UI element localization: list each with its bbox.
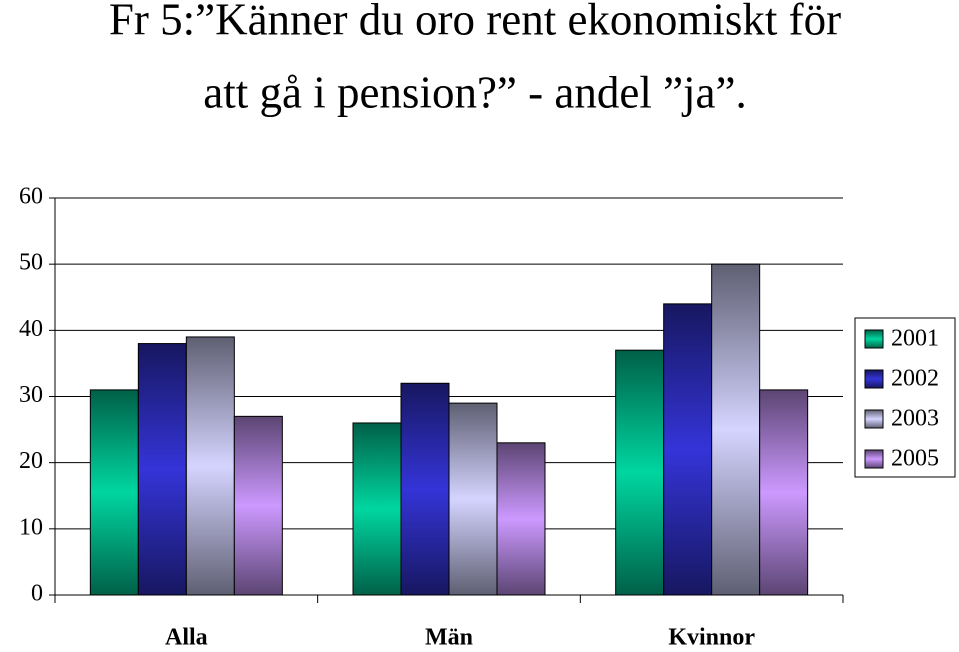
x-tick-label: Alla	[165, 625, 208, 651]
legend-swatch	[864, 329, 884, 349]
y-tick-label: 40	[19, 316, 43, 342]
legend-label: 2002	[891, 366, 939, 392]
bar	[352, 422, 402, 596]
bar	[615, 349, 665, 596]
bar	[448, 402, 498, 596]
bar	[711, 263, 761, 596]
y-tick-label: 10	[19, 514, 43, 540]
bar	[663, 303, 713, 596]
y-tick-label: 0	[31, 581, 43, 607]
bar	[759, 389, 809, 596]
bar	[137, 343, 187, 596]
y-tick-label: 20	[19, 448, 43, 474]
x-tick-label: Män	[425, 625, 473, 651]
legend-label: 2001	[891, 326, 939, 352]
bar	[496, 442, 546, 596]
y-tick-label: 30	[19, 382, 43, 408]
bar	[89, 389, 139, 596]
chart-title: att gå i pension?” - andel ”ja”.	[203, 67, 747, 117]
y-tick-label: 60	[19, 184, 43, 210]
chart-title: Fr 5:”Känner du oro rent ekonomiskt för	[109, 0, 841, 44]
legend-swatch	[864, 409, 884, 429]
x-tick-label: Kvinnor	[668, 625, 755, 651]
legend-label: 2005	[891, 446, 939, 472]
legend-label: 2003	[891, 406, 939, 432]
bar	[233, 415, 283, 596]
bar	[185, 336, 235, 596]
bar	[400, 382, 450, 596]
legend-swatch	[864, 369, 884, 389]
y-tick-label: 50	[19, 250, 43, 276]
legend-swatch	[864, 449, 884, 469]
